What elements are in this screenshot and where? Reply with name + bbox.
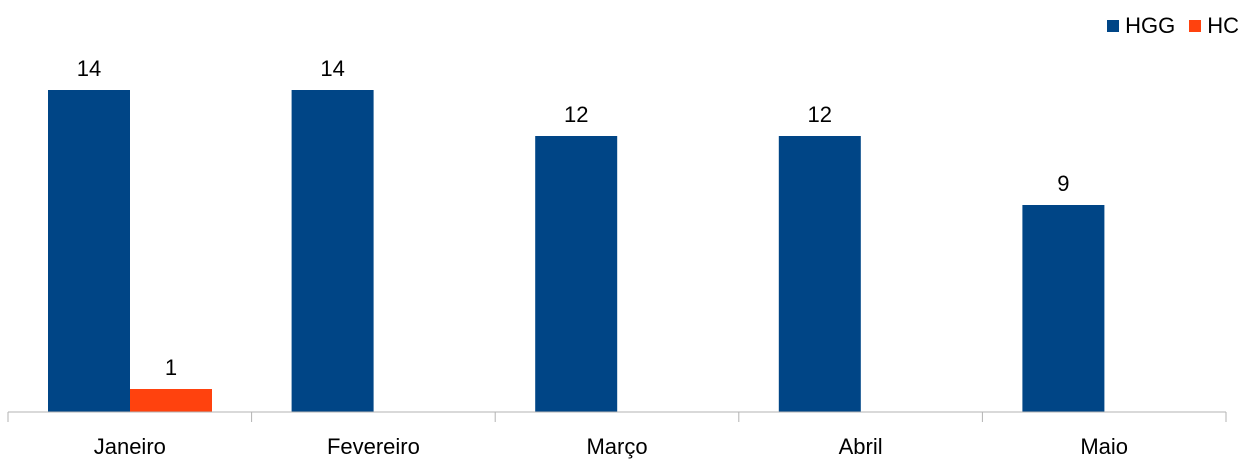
x-tick-label-4: Maio — [1080, 434, 1128, 459]
legend-item-hgg: HGG — [1107, 14, 1175, 38]
data-label-hgg-3: 12 — [808, 102, 832, 127]
x-tick-label-2: Março — [586, 434, 647, 459]
bar-hgg-1 — [291, 90, 374, 412]
bar-hgg-2 — [535, 136, 618, 412]
data-label-hgg-0: 14 — [77, 56, 101, 81]
legend-label-hgg: HGG — [1125, 13, 1176, 38]
x-tick-label-0: Janeiro — [94, 434, 166, 459]
x-tick-label-1: Fevereiro — [327, 434, 420, 459]
data-label-hc-0: 1 — [165, 355, 177, 380]
legend-label-hc: HC — [1207, 13, 1239, 38]
x-tick-label-3: Abril — [839, 434, 883, 459]
legend-swatch-hc — [1189, 20, 1202, 32]
bar-hgg-4 — [1022, 205, 1105, 412]
bar-hgg-0 — [48, 90, 130, 412]
legend-swatch-hgg — [1107, 20, 1120, 32]
legend-item-hc: HC — [1189, 14, 1239, 38]
data-label-hgg-1: 14 — [320, 56, 344, 81]
data-label-hgg-2: 12 — [564, 102, 588, 127]
data-label-hgg-4: 9 — [1057, 171, 1069, 196]
bar-hc-0 — [130, 389, 212, 412]
bar-hgg-3 — [778, 136, 861, 412]
chart-legend: HGG HC — [1107, 14, 1239, 38]
